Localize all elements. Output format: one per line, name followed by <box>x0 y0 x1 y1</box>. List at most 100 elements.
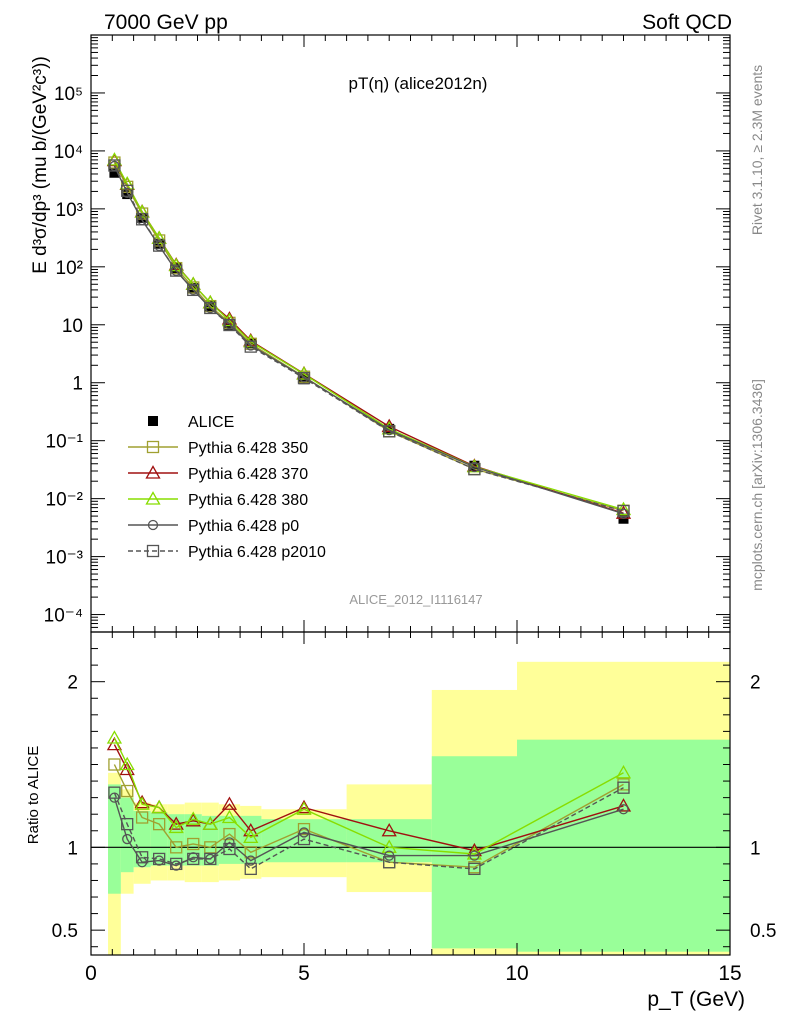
axis-tick-labels: 0 5 10 15 10⁻⁴ 10⁻³ 10⁻² 10⁻¹ 1 10 10² 10³ 10⁴ 10⁵ 0.5… <box>44 84 777 985</box>
legend: ALICE Pythia 6.428 350 Pythia 6.428 370 Pyt… <box>128 414 326 561</box>
main-panel-series <box>106 152 632 524</box>
data-point <box>384 850 395 861</box>
data-point <box>618 804 629 815</box>
y-tick-label: 10⁴ <box>54 142 83 163</box>
data-point <box>134 204 150 218</box>
data-point <box>466 846 483 860</box>
data-point <box>135 851 149 864</box>
legend-entry: Pythia 6.428 380 <box>128 491 308 509</box>
data-point <box>121 784 134 798</box>
legend-entry: ALICE <box>148 414 234 431</box>
legend-label: Pythia 6.428 p2010 <box>188 544 326 561</box>
series-pythia-6-428-380 <box>106 730 632 860</box>
data-point <box>469 461 480 473</box>
data-point <box>151 230 167 244</box>
data-point <box>170 264 183 277</box>
series-pythia-6-428-380 <box>106 152 632 516</box>
data-point <box>469 850 480 861</box>
main-y-axis-label: E d³σ/dp³ (mu b/(GeV²c³)) <box>30 56 51 274</box>
data-point <box>205 302 216 314</box>
data-point <box>109 167 120 178</box>
data-point <box>121 184 134 197</box>
data-point <box>245 855 256 866</box>
ratio-y-tick-label: 1 <box>67 838 78 859</box>
legend-label: Pythia 6.428 380 <box>188 492 308 509</box>
data-point <box>468 862 481 876</box>
data-point <box>134 796 150 810</box>
data-point <box>187 837 200 851</box>
data-point <box>135 213 149 226</box>
data-point <box>202 816 218 830</box>
x-tick-label: 10 <box>505 962 528 985</box>
data-point <box>243 822 259 837</box>
data-point <box>297 822 311 836</box>
data-point <box>170 857 183 871</box>
data-point <box>381 839 397 853</box>
main-panel-frame <box>90 34 731 633</box>
legend-marker <box>147 519 159 531</box>
data-point <box>187 283 200 297</box>
data-point <box>121 817 134 831</box>
data-point <box>122 833 133 845</box>
x-tick-label: 0 <box>85 962 97 985</box>
data-point <box>153 852 166 866</box>
data-point <box>468 463 481 476</box>
green-band-bin <box>133 810 151 868</box>
data-point <box>119 761 135 776</box>
data-point <box>381 822 397 837</box>
series-pythia-6-428-p2010 <box>108 159 630 518</box>
legend-entry: Pythia 6.428 370 <box>128 465 308 483</box>
legend-marker <box>145 491 161 505</box>
data-point <box>106 152 123 166</box>
series-line <box>113 162 624 512</box>
data-point <box>618 508 629 519</box>
data-point <box>204 301 217 315</box>
ratio-uncertainty-bands <box>108 661 730 955</box>
legend-marker <box>146 440 160 454</box>
ratio-y-axis-label: Ratio to ALICE <box>25 746 42 844</box>
green-band-bin <box>108 784 121 894</box>
data-point <box>617 504 630 518</box>
legend-marker <box>148 416 158 426</box>
x-tick-label: 15 <box>718 962 741 985</box>
y-tick-label: 10⁻² <box>46 490 84 511</box>
y-tick-label: 10⁻⁴ <box>44 606 83 627</box>
series-line <box>113 160 624 514</box>
rivet-version-label: Rivet 3.1.10, ≥ 2.3M events <box>749 65 765 235</box>
y-tick-label: 1 <box>72 374 83 395</box>
series-line <box>113 737 624 855</box>
axis-ticks <box>90 35 731 955</box>
data-point <box>135 811 149 824</box>
data-point <box>122 187 133 198</box>
data-point <box>188 852 199 863</box>
data-point <box>243 829 259 844</box>
plot-title: pT(η) (alice2012n) <box>349 74 488 93</box>
data-point <box>153 817 166 831</box>
data-point <box>154 240 165 252</box>
header-left: 7000 GeV pp <box>104 11 228 34</box>
series-line <box>113 787 624 870</box>
data-point <box>296 801 312 815</box>
legend-label: Pythia 6.428 p0 <box>188 518 299 535</box>
data-point <box>223 318 236 332</box>
legend-entry: Pythia 6.428 350 <box>128 440 308 457</box>
data-point <box>296 799 312 814</box>
ratio-y-tick-label-right: 0.5 <box>750 921 776 942</box>
data-point <box>221 796 238 810</box>
data-point <box>615 501 632 516</box>
y-tick-label: 10 <box>62 316 83 337</box>
legend-entry: Pythia 6.428 p0 <box>128 518 299 535</box>
ratio-y-tick-label-right: 1 <box>750 838 761 859</box>
data-point <box>244 862 257 876</box>
green-band-bin <box>517 739 730 952</box>
data-point <box>297 832 311 846</box>
green-band-bin <box>150 812 168 866</box>
data-point <box>134 794 150 809</box>
y-tick-label: 10⁵ <box>54 84 83 105</box>
data-point <box>224 837 235 848</box>
series-line <box>113 165 624 515</box>
analysis-label: ALICE_2012_I1116147 <box>349 592 482 607</box>
series-line <box>113 159 624 511</box>
ratio-panel-series <box>106 730 632 876</box>
